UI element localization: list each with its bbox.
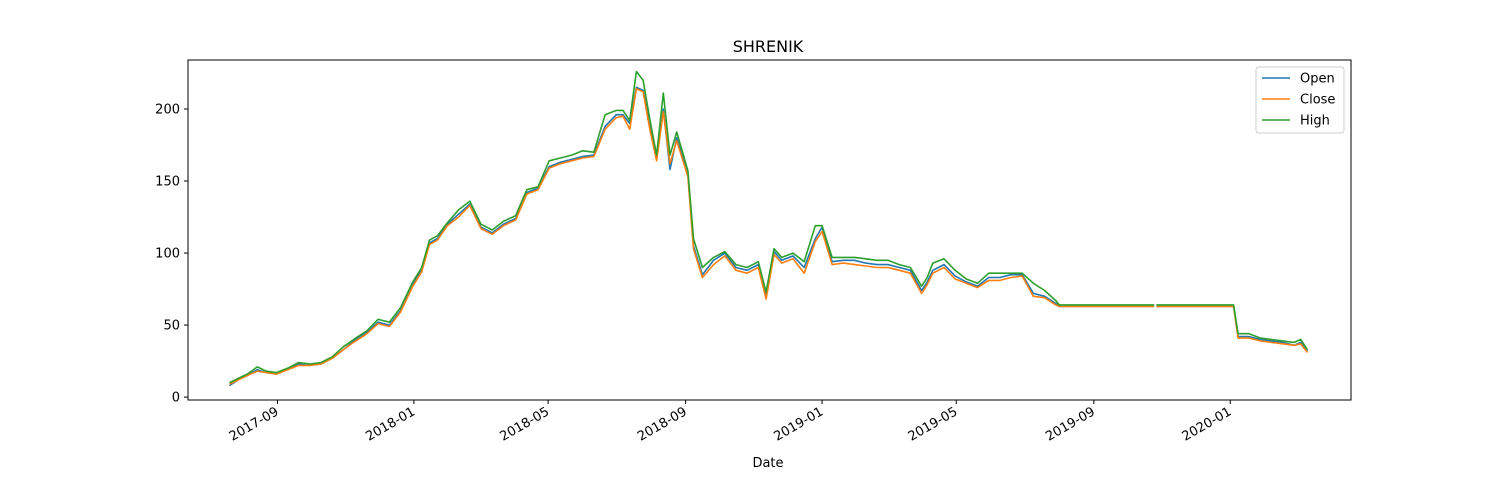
series-line-open	[228, 86, 1309, 387]
x-tick-label: 2017-09	[227, 404, 282, 444]
series-line-high	[229, 70, 1309, 384]
legend-box	[1255, 66, 1345, 134]
x-axis-label: Date	[752, 456, 783, 471]
x-tick-label: 2019-05	[906, 404, 961, 444]
x-tick-label: 2018-01	[363, 404, 418, 444]
x-tick-label: 2018-05	[498, 404, 553, 444]
x-tick-label: 2020-01	[1180, 404, 1235, 444]
y-tick-label: 100	[155, 247, 180, 262]
y-tick-label: 200	[155, 102, 180, 117]
x-axis: 2017-09 2018-01 2018-05 2018-09 2019-01 2019-…	[227, 400, 1234, 445]
legend: Open Close High	[1255, 66, 1345, 134]
legend-label-high: High	[1300, 114, 1330, 129]
chart-title: SHRENIK	[733, 37, 804, 56]
x-tick-label: 2018-09	[635, 404, 690, 444]
legend-label-open: Open	[1300, 72, 1335, 87]
x-tick-label: 2019-01	[772, 404, 827, 444]
x-tick-label: 2019-09	[1043, 404, 1098, 444]
plot-lines	[228, 70, 1309, 387]
y-tick-label: 50	[163, 319, 180, 334]
y-axis: 0 50 100 150 200	[155, 102, 188, 406]
series-line-close	[229, 88, 1309, 385]
y-tick-label: 150	[155, 175, 180, 190]
plot-frame	[187, 59, 1352, 401]
y-tick-label: 0	[172, 391, 180, 406]
legend-label-close: Close	[1300, 93, 1335, 108]
